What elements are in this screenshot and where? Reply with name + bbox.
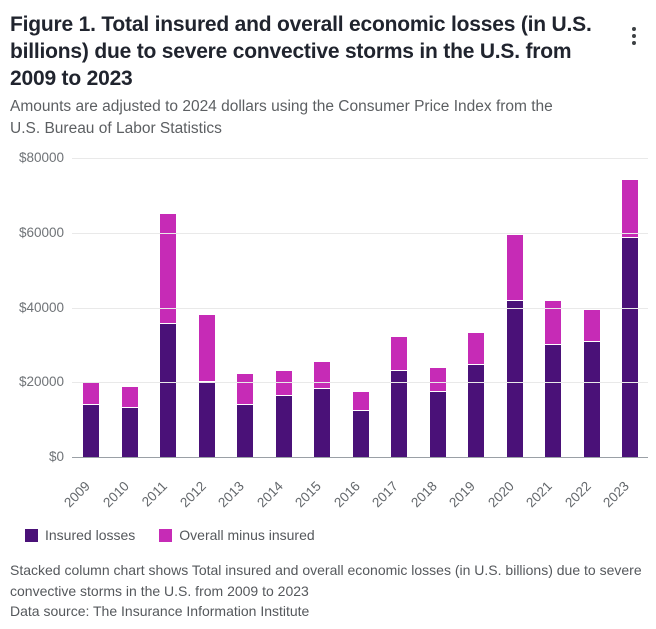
kebab-dot xyxy=(632,27,636,31)
segment-overall-minus-insured-2012[interactable] xyxy=(198,315,215,381)
legend-swatch-insured xyxy=(25,528,38,542)
x-tick-2023: 2023 xyxy=(600,478,632,511)
segment-insured-2014[interactable] xyxy=(275,394,292,457)
bar-2016[interactable] xyxy=(352,391,369,457)
segment-insured-2016[interactable] xyxy=(352,409,369,457)
x-tick-2019: 2019 xyxy=(446,478,478,511)
x-axis-labels: 2009 2010 2011 2012 2013 2014 2015 2016 2017 2018… xyxy=(61,458,648,510)
segment-overall-minus-insured-2015[interactable] xyxy=(314,362,330,388)
y-gridline xyxy=(72,232,648,234)
segment-insured-2022[interactable] xyxy=(583,340,600,457)
x-tick-2017: 2017 xyxy=(369,478,401,511)
kebab-dot xyxy=(632,41,636,45)
data-source: Data source: The Insurance Information I… xyxy=(10,603,310,619)
y-tick-label: $20000 xyxy=(18,374,64,390)
bar-2015[interactable] xyxy=(314,362,330,457)
x-tick-2010: 2010 xyxy=(99,478,132,511)
chart: 2009 2010 2011 2012 2013 2014 2015 2016 2017 2018… xyxy=(0,150,656,510)
x-tick-2021: 2021 xyxy=(523,478,555,511)
figure-subtitle: Amounts are adjusted to 2024 dollars usi… xyxy=(10,98,553,137)
bar-2021[interactable] xyxy=(545,300,561,457)
bar-2011[interactable] xyxy=(160,214,176,457)
x-tick-2018: 2018 xyxy=(407,478,440,511)
segment-overall-minus-insured-2009[interactable] xyxy=(83,383,99,404)
x-tick-2009: 2009 xyxy=(61,478,93,511)
segment-overall-minus-insured-2017[interactable] xyxy=(391,336,407,370)
y-gridline xyxy=(72,307,648,309)
figure-title: Figure 1. Total insured and overall econ… xyxy=(10,13,592,90)
legend-item-overall-minus-insured[interactable]: Overall minus insured xyxy=(159,527,315,543)
bar-2019[interactable] xyxy=(468,333,484,457)
bar-2010[interactable] xyxy=(121,386,138,457)
segment-overall-minus-insured-2013[interactable] xyxy=(237,374,253,404)
legend-swatch-overall-minus-insured xyxy=(159,528,173,542)
bar-2018[interactable] xyxy=(429,368,446,457)
x-tick-2012: 2012 xyxy=(176,478,209,511)
segment-insured-2023[interactable] xyxy=(622,237,638,457)
y-tick-label: $80000 xyxy=(18,150,64,165)
kebab-menu-icon[interactable] xyxy=(625,22,643,50)
y-tick-label: $40000 xyxy=(18,299,64,315)
segment-insured-2017[interactable] xyxy=(391,369,407,457)
segment-overall-minus-insured-2019[interactable] xyxy=(468,333,484,364)
y-tick-label: $60000 xyxy=(18,224,64,240)
x-tick-2020: 2020 xyxy=(484,478,517,511)
x-tick-2022: 2022 xyxy=(561,478,594,511)
segment-insured-2021[interactable] xyxy=(545,343,561,457)
segment-overall-minus-insured-2021[interactable] xyxy=(545,300,561,344)
kebab-dot xyxy=(632,34,636,38)
segment-insured-2020[interactable] xyxy=(506,300,523,457)
segment-overall-minus-insured-2011[interactable] xyxy=(160,214,176,324)
y-gridline xyxy=(72,382,648,384)
bar-2013[interactable] xyxy=(237,374,253,457)
x-tick-2015: 2015 xyxy=(292,478,324,511)
y-tick-label: $0 xyxy=(48,449,64,464)
segment-insured-2011[interactable] xyxy=(160,323,176,457)
segment-overall-minus-insured-2010[interactable] xyxy=(121,386,138,407)
bar-2017[interactable] xyxy=(391,336,407,457)
plot-area xyxy=(72,158,648,458)
segment-insured-2013[interactable] xyxy=(237,403,253,457)
x-tick-2011: 2011 xyxy=(138,478,170,510)
x-tick-2014: 2014 xyxy=(253,478,286,511)
y-gridline xyxy=(72,158,648,159)
segment-overall-minus-insured-2022[interactable] xyxy=(583,310,600,341)
bar-2012[interactable] xyxy=(198,315,215,457)
legend-label: Insured losses xyxy=(45,527,136,543)
segment-insured-2019[interactable] xyxy=(468,363,484,457)
bar-2020[interactable] xyxy=(506,235,523,457)
x-tick-2016: 2016 xyxy=(330,478,363,511)
bar-2023[interactable] xyxy=(622,180,638,457)
legend: Insured losses Overall minus insured xyxy=(25,527,315,543)
segment-overall-minus-insured-2018[interactable] xyxy=(429,368,446,391)
segment-overall-minus-insured-2016[interactable] xyxy=(352,391,369,410)
legend-label: Overall minus insured xyxy=(179,527,315,543)
bar-2022[interactable] xyxy=(583,310,600,457)
segment-insured-2010[interactable] xyxy=(121,406,138,457)
segment-overall-minus-insured-2023[interactable] xyxy=(622,180,638,238)
bar-2014[interactable] xyxy=(275,371,292,457)
segment-insured-2015[interactable] xyxy=(314,387,330,457)
x-axis-line xyxy=(72,457,648,458)
segment-overall-minus-insured-2020[interactable] xyxy=(506,235,523,301)
bar-2009[interactable] xyxy=(83,383,99,457)
bars xyxy=(72,158,648,457)
segment-insured-2018[interactable] xyxy=(429,390,446,457)
segment-insured-2012[interactable] xyxy=(198,380,215,457)
segment-insured-2009[interactable] xyxy=(83,403,99,457)
chart-alt-description: Stacked column chart shows Total insured… xyxy=(10,562,642,599)
x-tick-2013: 2013 xyxy=(215,478,247,511)
legend-item-insured-losses[interactable]: Insured losses xyxy=(25,527,135,543)
